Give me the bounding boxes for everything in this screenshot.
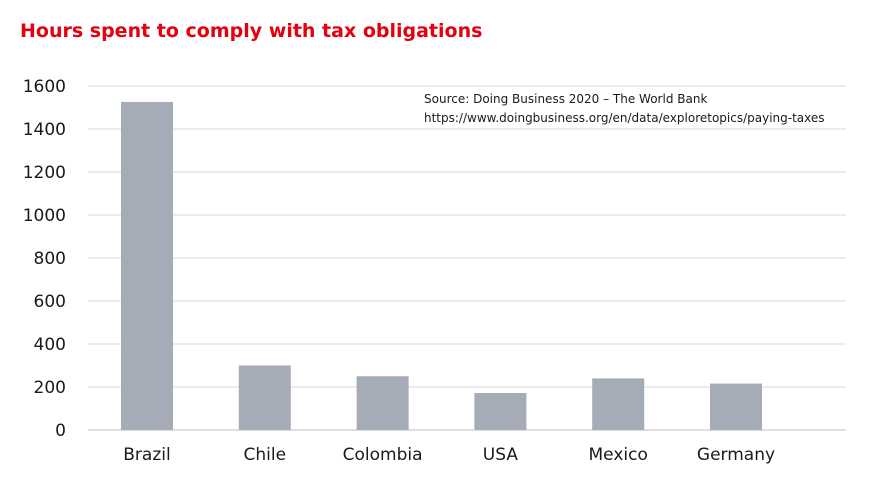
y-tick-label: 600 [34, 292, 66, 312]
bar-germany [710, 383, 762, 430]
x-tick-label: Germany [697, 445, 775, 465]
y-tick-label: 0 [55, 421, 66, 441]
x-tick-label: Colombia [343, 445, 423, 465]
bar-brazil [121, 101, 173, 430]
chart-title: Hours spent to comply with tax obligatio… [20, 20, 483, 42]
bar-colombia [356, 376, 409, 430]
x-axis-ticks: Brazil Chile Colombia USA Mexico Germany [123, 445, 775, 465]
y-tick-label: 200 [34, 378, 66, 398]
x-tick-label: USA [483, 445, 519, 465]
source-line: Source: Doing Business 2020 – The World … [424, 92, 708, 106]
x-tick-label: Mexico [589, 445, 648, 465]
y-tick-label: 400 [34, 335, 66, 355]
x-tick-label: Brazil [123, 445, 170, 465]
bar-chile [238, 365, 291, 430]
y-tick-label: 1400 [23, 120, 66, 140]
y-tick-label: 1600 [23, 77, 66, 97]
bar-usa [474, 393, 527, 430]
y-tick-label: 1200 [23, 163, 66, 183]
y-tick-label: 1000 [23, 206, 66, 226]
bar-mexico [592, 378, 645, 430]
y-tick-label: 800 [34, 249, 66, 269]
bars [121, 101, 762, 430]
source-url: https://www.doingbusiness.org/en/data/ex… [424, 111, 825, 125]
source-annotation: Source: Doing Business 2020 – The World … [424, 90, 825, 128]
y-axis-ticks: 0 200 400 600 800 1000 1200 1400 1600 [23, 77, 66, 441]
gridlines [88, 85, 846, 431]
x-tick-label: Chile [244, 445, 287, 465]
